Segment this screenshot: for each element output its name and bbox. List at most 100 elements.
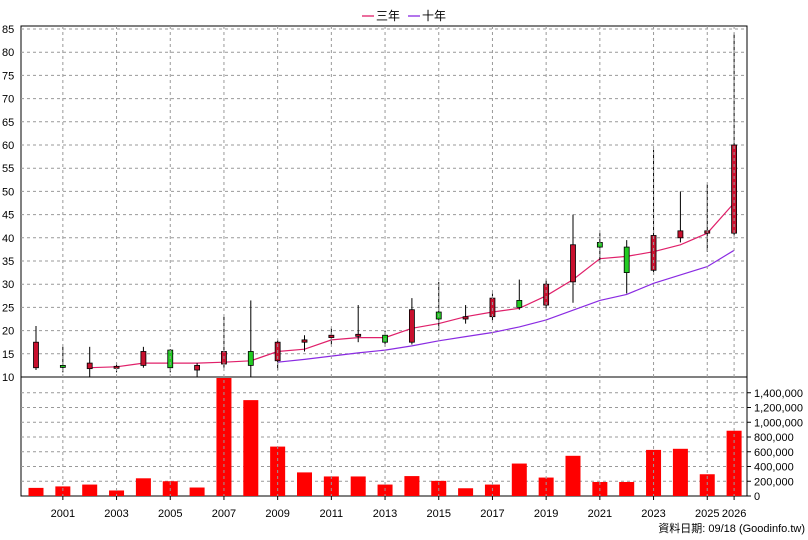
price-tick-label: 35 — [2, 256, 14, 268]
candle-body — [33, 341, 39, 369]
candle-body — [194, 364, 201, 371]
candle-body — [516, 300, 523, 308]
x-tick-label: 2001 — [51, 508, 75, 520]
price-grid — [21, 28, 747, 355]
candle — [247, 300, 254, 377]
candle-body — [355, 333, 362, 337]
price-axis-ticks: 10 15 20 25 30 35 40 45 50 55 60 65 70 75 80 85 — [2, 24, 14, 384]
volume-bar — [699, 474, 715, 496]
x-tick-label: 2021 — [588, 508, 612, 520]
data-source-note: 資料日期: 09/18 (Goodinfo.tw) — [658, 521, 805, 535]
candle — [623, 240, 630, 294]
price-tick-label: 25 — [2, 302, 14, 314]
x-tick-label: 2007 — [212, 508, 236, 520]
price-tick-label: 55 — [2, 163, 14, 175]
price-tick-label: 60 — [2, 140, 14, 152]
x-tick-label: 2015 — [427, 508, 451, 520]
volume-tick-label: 600,000 — [754, 447, 794, 459]
x-tick-label: 2023 — [641, 508, 665, 520]
x-tick-label: 2026 — [722, 508, 746, 520]
price-tick-label: 50 — [2, 186, 14, 198]
volume-bar — [82, 484, 98, 496]
x-tick-label: 2009 — [265, 508, 289, 520]
volume-grid — [21, 392, 747, 482]
x-tick-label: 2011 — [320, 508, 344, 520]
volume-bar — [323, 476, 339, 496]
volume-tick-label: 0 — [754, 491, 760, 503]
candle — [462, 305, 469, 324]
x-tick-label: 2025 — [695, 508, 719, 520]
volume-tick-label: 200,000 — [754, 476, 794, 488]
volume-bar — [726, 430, 742, 496]
price-tick-label: 65 — [2, 117, 14, 129]
candle-body — [543, 283, 550, 306]
volume-bar — [55, 486, 71, 496]
candle — [33, 325, 39, 371]
price-tick-label: 20 — [2, 326, 14, 338]
volume-bar — [216, 378, 232, 496]
volume-tick-label: 800,000 — [754, 432, 794, 444]
price-plot-frame — [20, 25, 748, 378]
volume-panel: 0 200,000 400,000 600,000 800,000 1,000,000 1,… — [20, 376, 803, 503]
candle-body — [59, 364, 66, 368]
volume-bar — [135, 478, 151, 496]
candle — [194, 363, 201, 377]
candle-body — [570, 244, 576, 283]
volume-tick-label: 1,200,000 — [754, 403, 803, 415]
volume-bar — [189, 487, 205, 496]
candle — [221, 316, 227, 368]
legend: 三年 十年 — [362, 9, 446, 23]
volume-bar — [109, 490, 125, 496]
price-tick-label: 40 — [2, 233, 14, 245]
series-line-十年 — [277, 249, 735, 363]
price-tick-label: 30 — [2, 279, 14, 291]
volume-bar — [619, 481, 635, 496]
candle-body — [623, 246, 630, 274]
legend-label-3y: 三年 — [376, 9, 400, 23]
price-tick-label: 80 — [2, 47, 14, 59]
year-gridlines — [62, 26, 735, 496]
x-axis-ticks: 2001 2003 2005 2007 2009 2011 2013 2015 2017 2019… — [51, 496, 746, 520]
candle-body — [489, 297, 496, 318]
x-tick-label: 2017 — [480, 508, 504, 520]
volume-bar — [350, 476, 366, 496]
candle — [355, 305, 362, 343]
price-tick-label: 45 — [2, 210, 14, 222]
legend-label-10y: 十年 — [422, 9, 446, 23]
price-tick-label: 70 — [2, 94, 14, 106]
volume-bar — [672, 448, 688, 496]
candle — [86, 346, 93, 377]
candle — [328, 328, 335, 345]
candle-body — [86, 362, 93, 370]
volume-bar — [458, 488, 474, 496]
volume-bar — [511, 463, 527, 496]
volume-tick-label: 1,400,000 — [754, 388, 803, 400]
candle — [301, 335, 308, 352]
candle-body — [650, 235, 657, 271]
candle-body — [328, 334, 335, 338]
price-tick-label: 10 — [2, 372, 14, 384]
x-tick-label: 2013 — [373, 508, 397, 520]
volume-axis-ticks: 0 200,000 400,000 600,000 800,000 1,000,000 1,… — [747, 388, 803, 503]
volume-bar — [565, 455, 581, 496]
x-tick-label: 2003 — [104, 508, 128, 520]
volume-bar — [28, 487, 44, 496]
volume-tick-label: 400,000 — [754, 462, 794, 474]
candle — [677, 191, 684, 243]
volume-bar — [243, 400, 259, 496]
price-panel: 10 15 20 25 30 35 40 45 50 55 60 65 70 75 80 85 — [2, 24, 748, 384]
candlesticks — [33, 33, 737, 377]
candle-body — [301, 339, 308, 343]
price-tick-label: 85 — [2, 24, 14, 36]
volume-bar — [297, 472, 312, 496]
candle-body — [408, 309, 415, 343]
candle-body — [247, 351, 254, 366]
candle-body — [462, 316, 469, 320]
candle — [140, 346, 147, 368]
candle — [516, 279, 523, 310]
x-tick-label: 2019 — [534, 508, 558, 520]
candle-body — [677, 230, 684, 239]
volume-tick-label: 1,000,000 — [754, 417, 803, 429]
price-tick-label: 15 — [2, 349, 14, 361]
